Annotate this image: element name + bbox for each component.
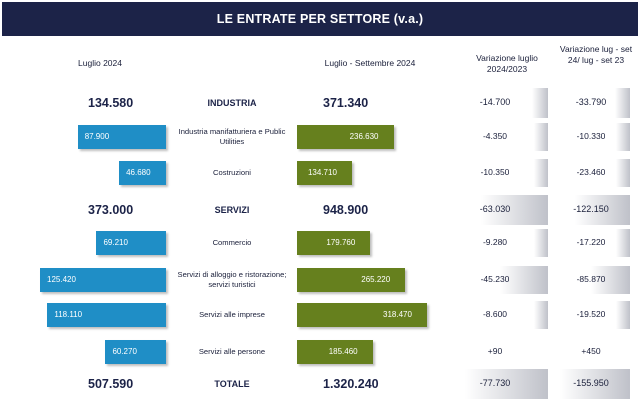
var-trimestre-bar: [616, 229, 630, 257]
trimestre-bar: [297, 161, 352, 185]
header-trimestre: Luglio - Settembre 2024: [324, 58, 416, 68]
header-var-luglio: Variazione luglio 2024/2023: [476, 53, 538, 74]
luglio-bar: [40, 268, 166, 292]
var-trimestre-value: -122.150: [573, 204, 609, 214]
var-trimestre-bar: [616, 159, 630, 187]
var-trimestre-value: +450: [581, 346, 601, 356]
var-trimestre-value: -19.520: [576, 309, 606, 319]
var-luglio-bar: [532, 88, 548, 118]
var-trimestre-bar: [575, 195, 630, 225]
var-trimestre-bar: [614, 88, 630, 118]
sector-label: INDUSTRIA: [207, 98, 257, 108]
var-luglio-value: -8.600: [482, 309, 508, 319]
trimestre-bar-value: 318.470: [383, 310, 412, 319]
luglio-bar: [96, 231, 166, 255]
luglio-bar-value: 60.270: [112, 347, 137, 356]
var-luglio-bar: [465, 369, 548, 399]
var-trimestre-value: -155.950: [573, 378, 609, 388]
var-luglio-value: -9.280: [482, 237, 508, 247]
trimestre-bar: [297, 231, 371, 255]
trimestre-bar: [297, 268, 406, 292]
var-luglio-value: -4.350: [482, 131, 508, 141]
var-luglio-value: -10.350: [480, 167, 510, 177]
var-luglio-bar: [534, 123, 548, 151]
var-luglio-value: -14.700: [479, 97, 511, 107]
subsector-label: Industria manifatturiera e Public Utilit…: [178, 127, 286, 146]
luglio-bar-value: 118.110: [54, 310, 83, 319]
var-luglio-value: -77.730: [479, 378, 511, 388]
var-trimestre-bar: [560, 369, 630, 399]
trimestre-total-value: 1.320.240: [323, 377, 379, 391]
trimestre-total-value: 948.900: [323, 203, 369, 217]
sector-label: TOTALE: [214, 379, 250, 389]
luglio-bar: [105, 340, 166, 364]
var-luglio-bar: [534, 229, 548, 257]
luglio-total-value: 507.590: [88, 377, 134, 391]
trimestre-bar: [297, 340, 373, 364]
luglio-bar: [77, 125, 166, 149]
var-luglio-value: -63.030: [479, 204, 511, 214]
trimestre-bar: [297, 303, 427, 327]
var-trimestre-value: -10.330: [576, 131, 606, 141]
subsector-label: Costruzioni: [213, 168, 251, 177]
var-luglio-bar: [534, 159, 548, 187]
luglio-bar: [47, 303, 166, 327]
var-trimestre-bar: [616, 301, 630, 329]
subsector-label: Servizi alle persone: [198, 347, 266, 356]
var-trimestre-value: -33.790: [575, 97, 607, 107]
luglio-bar-value: 125.420: [47, 275, 76, 284]
var-luglio-bar: [480, 195, 548, 225]
header-luglio: Luglio 2024: [78, 58, 122, 68]
trimestre-bar-value: 236.630: [349, 132, 379, 141]
var-trimestre-bar: [591, 266, 630, 294]
var-luglio-value: -45.230: [480, 274, 510, 284]
subsector-label: Servizi alle imprese: [199, 310, 265, 319]
var-trimestre-value: -17.220: [576, 237, 606, 247]
luglio-bar-value: 87.900: [84, 132, 110, 141]
sector-label: SERVIZI: [214, 205, 250, 215]
trimestre-total-value: 371.340: [323, 96, 369, 110]
luglio-total-value: 134.580: [88, 96, 134, 110]
var-trimestre-value: -23.460: [576, 167, 606, 177]
var-luglio-value: +90: [487, 346, 503, 356]
var-trimestre-bar: [616, 123, 630, 151]
luglio-bar-value: 69.210: [103, 238, 128, 247]
trimestre-bar: [297, 125, 394, 149]
luglio-total-value: 373.000: [88, 203, 134, 217]
var-luglio-bar: [499, 266, 548, 294]
trimestre-bar-value: 179.760: [326, 238, 356, 247]
trimestre-bar-value: 134.710: [307, 168, 337, 177]
subsector-label: Servizi di alloggio e ristorazione; serv…: [177, 270, 287, 289]
luglio-bar: [119, 161, 166, 185]
var-luglio-bar: [534, 301, 548, 329]
trimestre-bar-value: 265.220: [361, 275, 391, 284]
luglio-bar-value: 46.680: [126, 168, 151, 177]
chart-title: LE ENTRATE PER SETTORE (v.a.): [2, 2, 638, 36]
trimestre-bar-value: 185.460: [328, 347, 358, 356]
subsector-label: Commercio: [212, 238, 252, 247]
var-trimestre-value: -85.870: [576, 274, 606, 284]
header-var-trimestre: Variazione lug - set 24/ lug - set 23: [559, 44, 633, 65]
